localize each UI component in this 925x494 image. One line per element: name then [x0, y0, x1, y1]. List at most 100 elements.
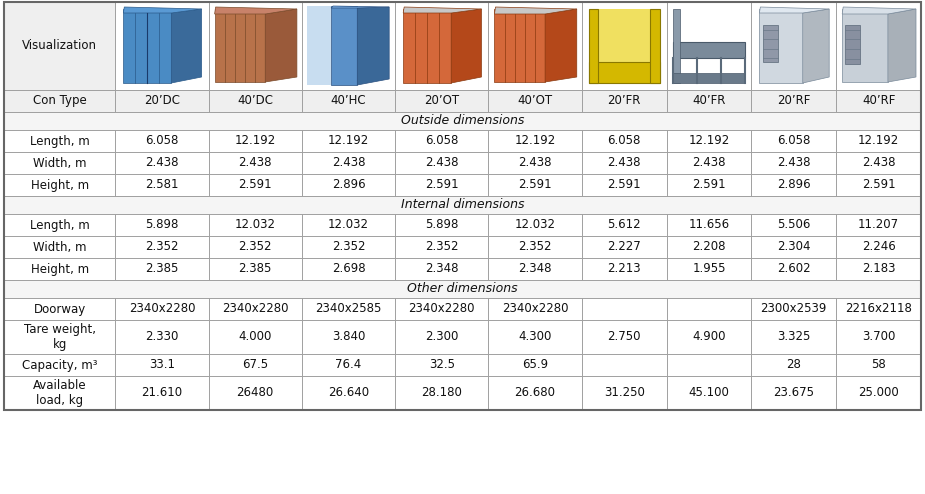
Bar	[302, 258, 395, 280]
Bar	[667, 2, 751, 90]
Bar	[116, 298, 209, 320]
Bar	[488, 152, 582, 174]
Text: 2.591: 2.591	[692, 178, 726, 192]
Bar	[395, 152, 488, 174]
Bar	[116, 376, 209, 410]
Bar	[667, 130, 751, 152]
Text: 2.750: 2.750	[608, 330, 641, 343]
Bar	[302, 90, 395, 112]
Text: 2.183: 2.183	[862, 262, 895, 276]
Bar	[395, 376, 488, 410]
Bar	[302, 130, 395, 152]
Bar	[488, 214, 582, 236]
Text: Capacity, m³: Capacity, m³	[22, 359, 97, 371]
Text: 2.352: 2.352	[145, 241, 179, 253]
Bar	[302, 376, 395, 410]
Text: 2.213: 2.213	[608, 262, 641, 276]
Text: 20’OT: 20’OT	[425, 94, 460, 108]
Text: 26.680: 26.680	[514, 386, 556, 400]
Bar	[209, 258, 302, 280]
Bar	[751, 2, 836, 90]
Polygon shape	[215, 7, 297, 14]
Bar	[331, 6, 357, 85]
Bar	[116, 130, 209, 152]
Bar	[209, 236, 302, 258]
Bar	[582, 2, 667, 90]
Text: 28: 28	[786, 359, 801, 371]
Text: 20’RF: 20’RF	[777, 94, 810, 108]
Bar	[302, 320, 395, 354]
Bar	[116, 214, 209, 236]
Bar	[751, 152, 836, 174]
Bar	[4, 2, 116, 90]
Bar	[123, 9, 171, 83]
Bar	[4, 130, 116, 152]
Bar	[4, 320, 116, 354]
Text: 1.955: 1.955	[692, 262, 726, 276]
Bar	[209, 214, 302, 236]
Bar	[4, 236, 116, 258]
Bar	[667, 90, 751, 112]
Text: 2.896: 2.896	[777, 178, 810, 192]
Bar	[395, 354, 488, 376]
Bar	[836, 152, 921, 174]
Bar	[4, 214, 116, 236]
Bar	[836, 90, 921, 112]
Polygon shape	[331, 6, 389, 8]
Text: 12.192: 12.192	[858, 134, 899, 148]
Text: Height, m: Height, m	[31, 262, 89, 276]
Bar	[4, 258, 116, 280]
Polygon shape	[403, 7, 482, 13]
Bar	[488, 130, 582, 152]
Bar	[672, 73, 746, 83]
Text: 3.840: 3.840	[332, 330, 365, 343]
Text: 67.5: 67.5	[242, 359, 268, 371]
Text: 2340x2280: 2340x2280	[409, 302, 475, 316]
Text: 40’FR: 40’FR	[692, 94, 726, 108]
Bar	[759, 9, 803, 83]
Bar	[4, 376, 116, 410]
Text: 2.591: 2.591	[425, 178, 459, 192]
Polygon shape	[171, 9, 202, 83]
Bar	[751, 214, 836, 236]
Bar	[4, 298, 116, 320]
Bar	[4, 354, 116, 376]
Bar	[751, 258, 836, 280]
Bar	[751, 236, 836, 258]
Polygon shape	[759, 7, 829, 13]
Bar	[4, 2, 921, 410]
Bar	[209, 376, 302, 410]
Bar	[836, 130, 921, 152]
Bar	[763, 26, 779, 62]
Bar	[667, 354, 751, 376]
Bar	[667, 174, 751, 196]
Text: Outside dimensions: Outside dimensions	[401, 115, 524, 127]
Text: 40’DC: 40’DC	[237, 94, 273, 108]
Bar	[116, 2, 209, 90]
Text: Height, m: Height, m	[31, 178, 89, 192]
Bar	[495, 9, 545, 82]
Text: 2.385: 2.385	[145, 262, 179, 276]
Text: 12.192: 12.192	[235, 134, 276, 148]
Text: 2.438: 2.438	[777, 157, 810, 169]
Bar	[836, 174, 921, 196]
Bar	[488, 174, 582, 196]
Bar	[836, 354, 921, 376]
Bar	[395, 258, 488, 280]
Text: 2.438: 2.438	[518, 157, 552, 169]
Bar	[116, 354, 209, 376]
Text: 65.9: 65.9	[522, 359, 549, 371]
Bar	[302, 174, 395, 196]
Bar	[403, 9, 451, 83]
Bar	[751, 174, 836, 196]
Bar	[751, 298, 836, 320]
Text: Internal dimensions: Internal dimensions	[401, 199, 524, 211]
Bar	[116, 152, 209, 174]
Text: Visualization: Visualization	[22, 40, 97, 52]
Bar	[667, 320, 751, 354]
Text: 6.058: 6.058	[777, 134, 810, 148]
Text: 40’RF: 40’RF	[862, 94, 895, 108]
Bar	[582, 152, 667, 174]
Text: 2.348: 2.348	[518, 262, 552, 276]
Bar	[751, 354, 836, 376]
